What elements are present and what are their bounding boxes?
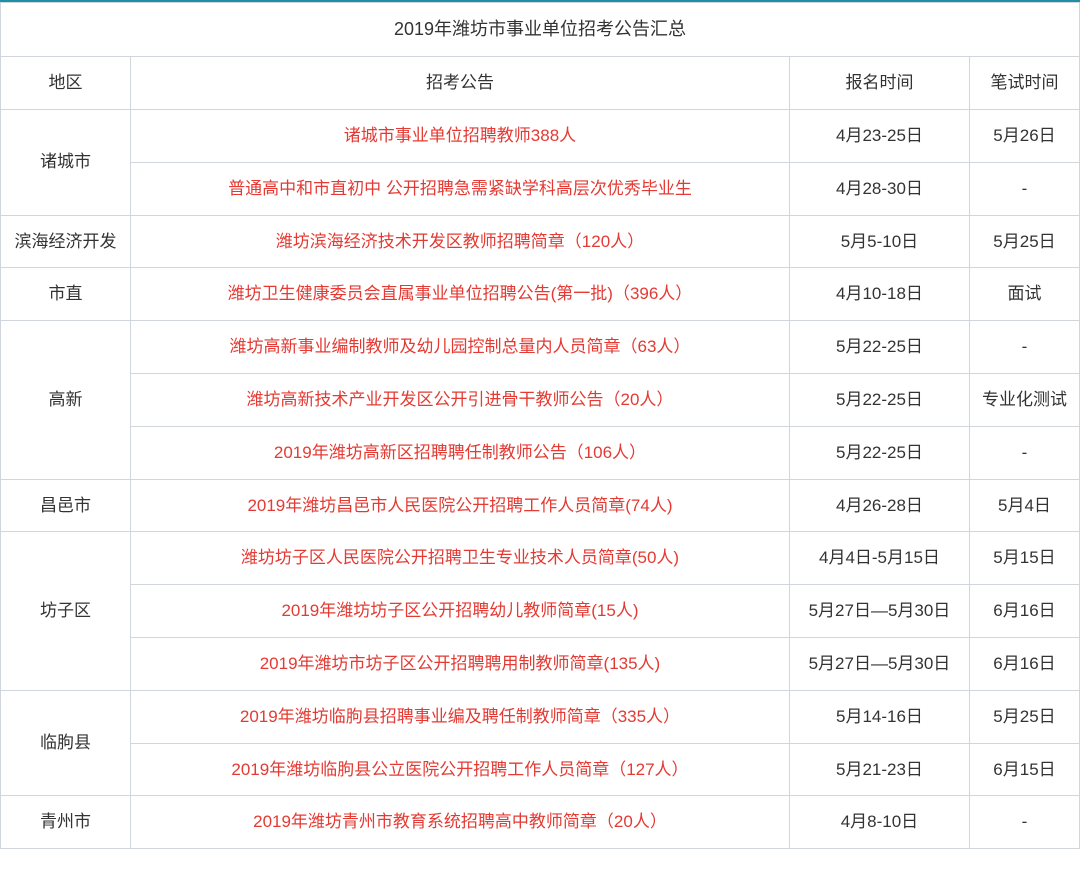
signup-cell: 5月5-10日 [789,215,969,268]
region-cell: 临朐县 [1,690,131,796]
announcement-link[interactable]: 2019年潍坊临朐县招聘事业编及聘任制教师简章（335人） [240,707,680,726]
exam-cell: 5月4日 [969,479,1079,532]
announcement-cell: 2019年潍坊昌邑市人民医院公开招聘工作人员简章(74人) [131,479,790,532]
announcement-link[interactable]: 2019年潍坊青州市教育系统招聘高中教师简章（20人） [253,812,667,831]
header-announcement: 招考公告 [131,57,790,110]
table-row: 诸城市诸城市事业单位招聘教师388人4月23-25日5月26日 [1,109,1080,162]
exam-cell: 5月25日 [969,690,1079,743]
announcement-cell: 2019年潍坊青州市教育系统招聘高中教师简章（20人） [131,796,790,849]
table-row: 坊子区潍坊坊子区人民医院公开招聘卫生专业技术人员简章(50人)4月4日-5月15… [1,532,1080,585]
announcement-link[interactable]: 诸城市事业单位招聘教师388人 [344,126,576,145]
signup-cell: 5月14-16日 [789,690,969,743]
signup-cell: 5月22-25日 [789,321,969,374]
exam-cell: 5月26日 [969,109,1079,162]
table-container: 2019年潍坊市事业单位招考公告汇总 地区 招考公告 报名时间 笔试时间 诸城市… [0,0,1080,849]
announcement-link[interactable]: 2019年潍坊昌邑市人民医院公开招聘工作人员简章(74人) [247,496,672,515]
table-row: 2019年潍坊坊子区公开招聘幼儿教师简章(15人) 5月27日—5月30日6月16… [1,585,1080,638]
announcement-cell: 2019年潍坊临朐县公立医院公开招聘工作人员简章（127人） [131,743,790,796]
header-row: 地区 招考公告 报名时间 笔试时间 [1,57,1080,110]
announcement-link[interactable]: 2019年潍坊市坊子区公开招聘聘用制教师简章(135人) [260,654,661,673]
signup-cell: 5月27日—5月30日 [789,637,969,690]
signup-cell: 4月8-10日 [789,796,969,849]
signup-cell: 5月21-23日 [789,743,969,796]
announcement-cell: 2019年潍坊市坊子区公开招聘聘用制教师简章(135人) [131,637,790,690]
announcement-cell: 2019年潍坊高新区招聘聘任制教师公告（106人） [131,426,790,479]
announcement-cell: 诸城市事业单位招聘教师388人 [131,109,790,162]
exam-cell: 6月16日 [969,585,1079,638]
exam-cell: - [969,162,1079,215]
table-row: 高新潍坊高新事业编制教师及幼儿园控制总量内人员简章（63人）5月22-25日- [1,321,1080,374]
table-row: 普通高中和市直初中 公开招聘急需紧缺学科高层次优秀毕业生 4月28-30日- [1,162,1080,215]
signup-cell: 4月4日-5月15日 [789,532,969,585]
table-body: 诸城市诸城市事业单位招聘教师388人4月23-25日5月26日普通高中和市直初中… [1,109,1080,848]
exam-cell: 5月15日 [969,532,1079,585]
signup-cell: 4月23-25日 [789,109,969,162]
announcement-cell: 2019年潍坊坊子区公开招聘幼儿教师简章(15人) [131,585,790,638]
table-title: 2019年潍坊市事业单位招考公告汇总 [1,3,1080,57]
announcement-link[interactable]: 普通高中和市直初中 公开招聘急需紧缺学科高层次优秀毕业生 [228,179,692,198]
signup-cell: 4月28-30日 [789,162,969,215]
table-row: 2019年潍坊临朐县公立医院公开招聘工作人员简章（127人） 5月21-23日6月… [1,743,1080,796]
announcement-link[interactable]: 潍坊高新技术产业开发区公开引进骨干教师公告（20人） [247,390,674,409]
announcement-cell: 潍坊高新技术产业开发区公开引进骨干教师公告（20人） [131,373,790,426]
region-cell: 滨海经济开发 [1,215,131,268]
table-row: 潍坊高新技术产业开发区公开引进骨干教师公告（20人） 5月22-25日专业化测试 [1,373,1080,426]
announcement-link[interactable]: 潍坊滨海经济技术开发区教师招聘简章（120人） [276,232,644,251]
exam-cell: 专业化测试 [969,373,1079,426]
exam-cell: 5月25日 [969,215,1079,268]
announcement-link[interactable]: 2019年潍坊坊子区公开招聘幼儿教师简章(15人) [281,601,638,620]
recruitment-table: 2019年潍坊市事业单位招考公告汇总 地区 招考公告 报名时间 笔试时间 诸城市… [0,2,1080,849]
announcement-link[interactable]: 潍坊高新事业编制教师及幼儿园控制总量内人员简章（63人） [230,337,691,356]
header-region: 地区 [1,57,131,110]
announcement-cell: 普通高中和市直初中 公开招聘急需紧缺学科高层次优秀毕业生 [131,162,790,215]
exam-cell: - [969,321,1079,374]
table-row: 临朐县2019年潍坊临朐县招聘事业编及聘任制教师简章（335人）5月14-16日… [1,690,1080,743]
exam-cell: 6月15日 [969,743,1079,796]
table-row: 青州市 2019年潍坊青州市教育系统招聘高中教师简章（20人） 4月8-10日- [1,796,1080,849]
signup-cell: 4月10-18日 [789,268,969,321]
announcement-link[interactable]: 2019年潍坊高新区招聘聘任制教师公告（106人） [274,443,646,462]
header-exam: 笔试时间 [969,57,1079,110]
table-row: 滨海经济开发 潍坊滨海经济技术开发区教师招聘简章（120人） 5月5-10日5月25… [1,215,1080,268]
region-cell: 高新 [1,321,131,479]
table-row: 市直 潍坊卫生健康委员会直属事业单位招聘公告(第一批)（396人） 4月10-18日… [1,268,1080,321]
announcement-cell: 潍坊高新事业编制教师及幼儿园控制总量内人员简章（63人） [131,321,790,374]
exam-cell: 面试 [969,268,1079,321]
exam-cell: 6月16日 [969,637,1079,690]
signup-cell: 5月22-25日 [789,373,969,426]
exam-cell: - [969,796,1079,849]
table-row: 昌邑市 2019年潍坊昌邑市人民医院公开招聘工作人员简章(74人) 4月26-28日… [1,479,1080,532]
signup-cell: 4月26-28日 [789,479,969,532]
title-row: 2019年潍坊市事业单位招考公告汇总 [1,3,1080,57]
header-signup: 报名时间 [789,57,969,110]
announcement-link[interactable]: 潍坊卫生健康委员会直属事业单位招聘公告(第一批)（396人） [228,284,693,303]
announcement-cell: 2019年潍坊临朐县招聘事业编及聘任制教师简章（335人） [131,690,790,743]
region-cell: 诸城市 [1,109,131,215]
region-cell: 青州市 [1,796,131,849]
region-cell: 市直 [1,268,131,321]
signup-cell: 5月22-25日 [789,426,969,479]
table-row: 2019年潍坊高新区招聘聘任制教师公告（106人） 5月22-25日- [1,426,1080,479]
announcement-cell: 潍坊坊子区人民医院公开招聘卫生专业技术人员简章(50人) [131,532,790,585]
signup-cell: 5月27日—5月30日 [789,585,969,638]
exam-cell: - [969,426,1079,479]
table-row: 2019年潍坊市坊子区公开招聘聘用制教师简章(135人) 5月27日—5月30日6… [1,637,1080,690]
announcement-link[interactable]: 潍坊坊子区人民医院公开招聘卫生专业技术人员简章(50人) [241,548,679,567]
region-cell: 坊子区 [1,532,131,690]
region-cell: 昌邑市 [1,479,131,532]
announcement-cell: 潍坊卫生健康委员会直属事业单位招聘公告(第一批)（396人） [131,268,790,321]
announcement-cell: 潍坊滨海经济技术开发区教师招聘简章（120人） [131,215,790,268]
announcement-link[interactable]: 2019年潍坊临朐县公立医院公开招聘工作人员简章（127人） [231,760,688,779]
